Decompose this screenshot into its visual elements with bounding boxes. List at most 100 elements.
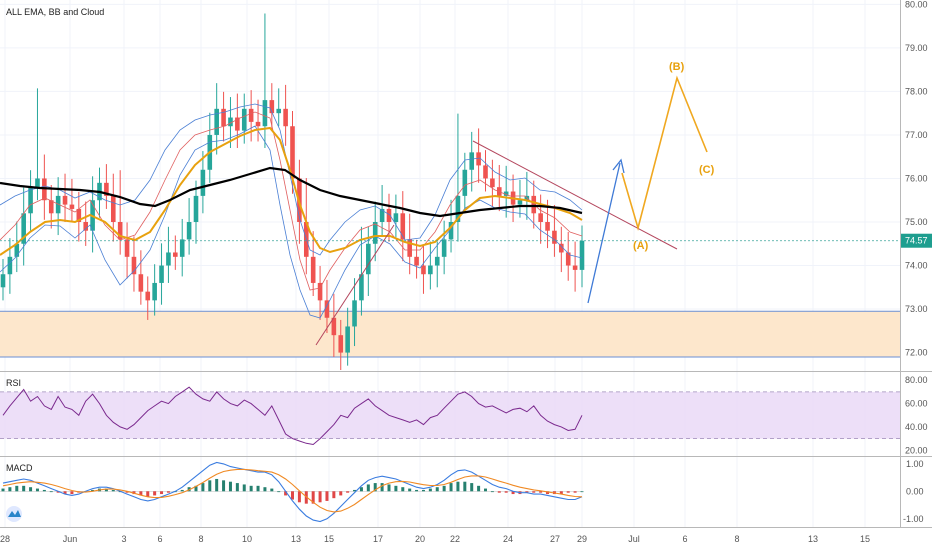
- candle-body: [352, 300, 357, 327]
- candle-body: [372, 222, 378, 244]
- candle-body: [235, 117, 240, 131]
- macd-histogram-bar: [201, 483, 205, 492]
- macd-histogram-bar: [325, 491, 329, 501]
- macd-histogram-bar: [208, 480, 212, 492]
- rsi-band-fill: [0, 391, 900, 439]
- bollinger-upper-band: [0, 103, 583, 256]
- candle-body: [255, 121, 261, 127]
- price-tick-label: 80.00: [905, 0, 928, 9]
- time-tick-label: 29: [577, 534, 587, 544]
- macd-histogram-bar: [532, 491, 536, 493]
- candle-body: [173, 252, 178, 257]
- macd-histogram-bar: [428, 488, 432, 492]
- time-tick-label: 15: [324, 534, 334, 544]
- macd-histogram-bar: [504, 491, 508, 493]
- candle-body: [55, 195, 61, 214]
- time-tick-label: 13: [808, 534, 818, 544]
- candle-body: [414, 256, 419, 266]
- macd-histogram-bar: [70, 491, 74, 495]
- candle-body: [476, 152, 481, 166]
- candle-body: [455, 195, 461, 222]
- candle-body: [248, 108, 254, 122]
- macd-histogram-bar: [332, 491, 336, 499]
- rsi-tick-label: 40.00: [905, 422, 928, 432]
- candle-body: [310, 256, 316, 283]
- macd-histogram-bar: [42, 489, 46, 492]
- candle-body: [331, 317, 337, 336]
- wave-label-a: (A): [633, 240, 649, 252]
- ema-slow-black: [0, 166, 583, 218]
- macd-histogram-bar: [160, 491, 164, 495]
- price-axis[interactable]: 72.00 73.00 74.00 75.00 76.00 77.00 78.00 79.00…: [903, 0, 928, 524]
- macd-histogram-bar: [256, 485, 260, 492]
- time-tick-label: 27: [550, 534, 560, 544]
- wave-label-c: (C): [699, 164, 715, 176]
- candle-body: [145, 291, 151, 301]
- tradingview-logo-icon[interactable]: [6, 506, 22, 522]
- candle-body: [179, 239, 185, 257]
- candle-body: [552, 230, 557, 244]
- macd-histogram-bar: [180, 489, 184, 492]
- last-price-tag: 74.57: [905, 236, 928, 246]
- candle-body: [462, 169, 468, 196]
- macd-histogram-bar: [470, 483, 474, 492]
- candle-body: [104, 182, 109, 196]
- macd-histogram-bar: [284, 491, 288, 496]
- candle-body: [503, 191, 509, 196]
- macd-histogram-bar: [456, 481, 460, 492]
- rising-trendline: [315, 224, 395, 346]
- macd-histogram-bar: [63, 491, 67, 495]
- candle-body: [559, 243, 564, 253]
- candle-body: [579, 240, 585, 270]
- macd-histogram-bar: [366, 484, 370, 492]
- macd-histogram-bar: [394, 485, 398, 492]
- macd-histogram-bar: [35, 488, 39, 492]
- macd-histogram-bar: [111, 489, 115, 492]
- time-axis[interactable]: 28 Jun 3 6 8 10 13 15 17 20 22 24 27 29 Jul 6 8 13 15: [0, 534, 870, 544]
- candle-body: [193, 195, 199, 222]
- macd-histogram-bar: [497, 491, 501, 493]
- time-tick-label: 3: [121, 534, 126, 544]
- time-tick-label: 20: [415, 534, 425, 544]
- candle-body: [228, 117, 233, 127]
- time-tick-label: 8: [198, 534, 203, 544]
- wave-label-b: (B): [669, 61, 685, 73]
- macd-histogram-bar: [270, 488, 274, 492]
- candle-body: [214, 108, 219, 135]
- rsi-tick-label: 80.00: [905, 375, 928, 385]
- candle-body: [276, 108, 282, 114]
- candle-body: [428, 265, 433, 275]
- candle-body: [131, 256, 137, 275]
- macd-histogram-bar: [8, 487, 12, 492]
- macd-histogram-bar: [359, 487, 363, 492]
- macd-histogram-bar: [1, 488, 5, 492]
- candle-body: [359, 274, 364, 301]
- rsi-tick-label: 60.00: [905, 399, 928, 409]
- price-tick-label: 72.00: [905, 348, 928, 358]
- candle-body: [14, 243, 20, 257]
- macd-histogram-bar: [421, 489, 425, 492]
- rsi-tick-label: 20.00: [905, 445, 928, 455]
- macd-histogram-bar: [311, 491, 315, 504]
- macd-histogram-bar: [463, 481, 467, 492]
- macd-histogram-bar: [187, 487, 191, 492]
- price-tick-label: 76.00: [905, 173, 928, 183]
- price-tick-label: 73.00: [905, 304, 928, 314]
- price-tick-label: 77.00: [905, 130, 928, 140]
- candle-body: [290, 126, 295, 179]
- candle-body: [393, 213, 399, 222]
- macd-histogram-bar: [511, 491, 515, 495]
- candle-body: [0, 274, 6, 288]
- macd-histogram-bar: [222, 480, 226, 492]
- time-tick-label: 6: [157, 534, 162, 544]
- candle-body: [262, 100, 268, 127]
- macd-histogram-bar: [559, 491, 563, 495]
- candle-body: [124, 239, 130, 257]
- time-tick-label: 28: [0, 534, 10, 544]
- candle-body: [441, 239, 447, 257]
- macd-histogram-bar: [318, 491, 322, 503]
- macd-histogram-bar: [91, 489, 95, 492]
- macd-histogram-bar: [566, 491, 570, 493]
- macd-histogram-bar: [153, 491, 157, 496]
